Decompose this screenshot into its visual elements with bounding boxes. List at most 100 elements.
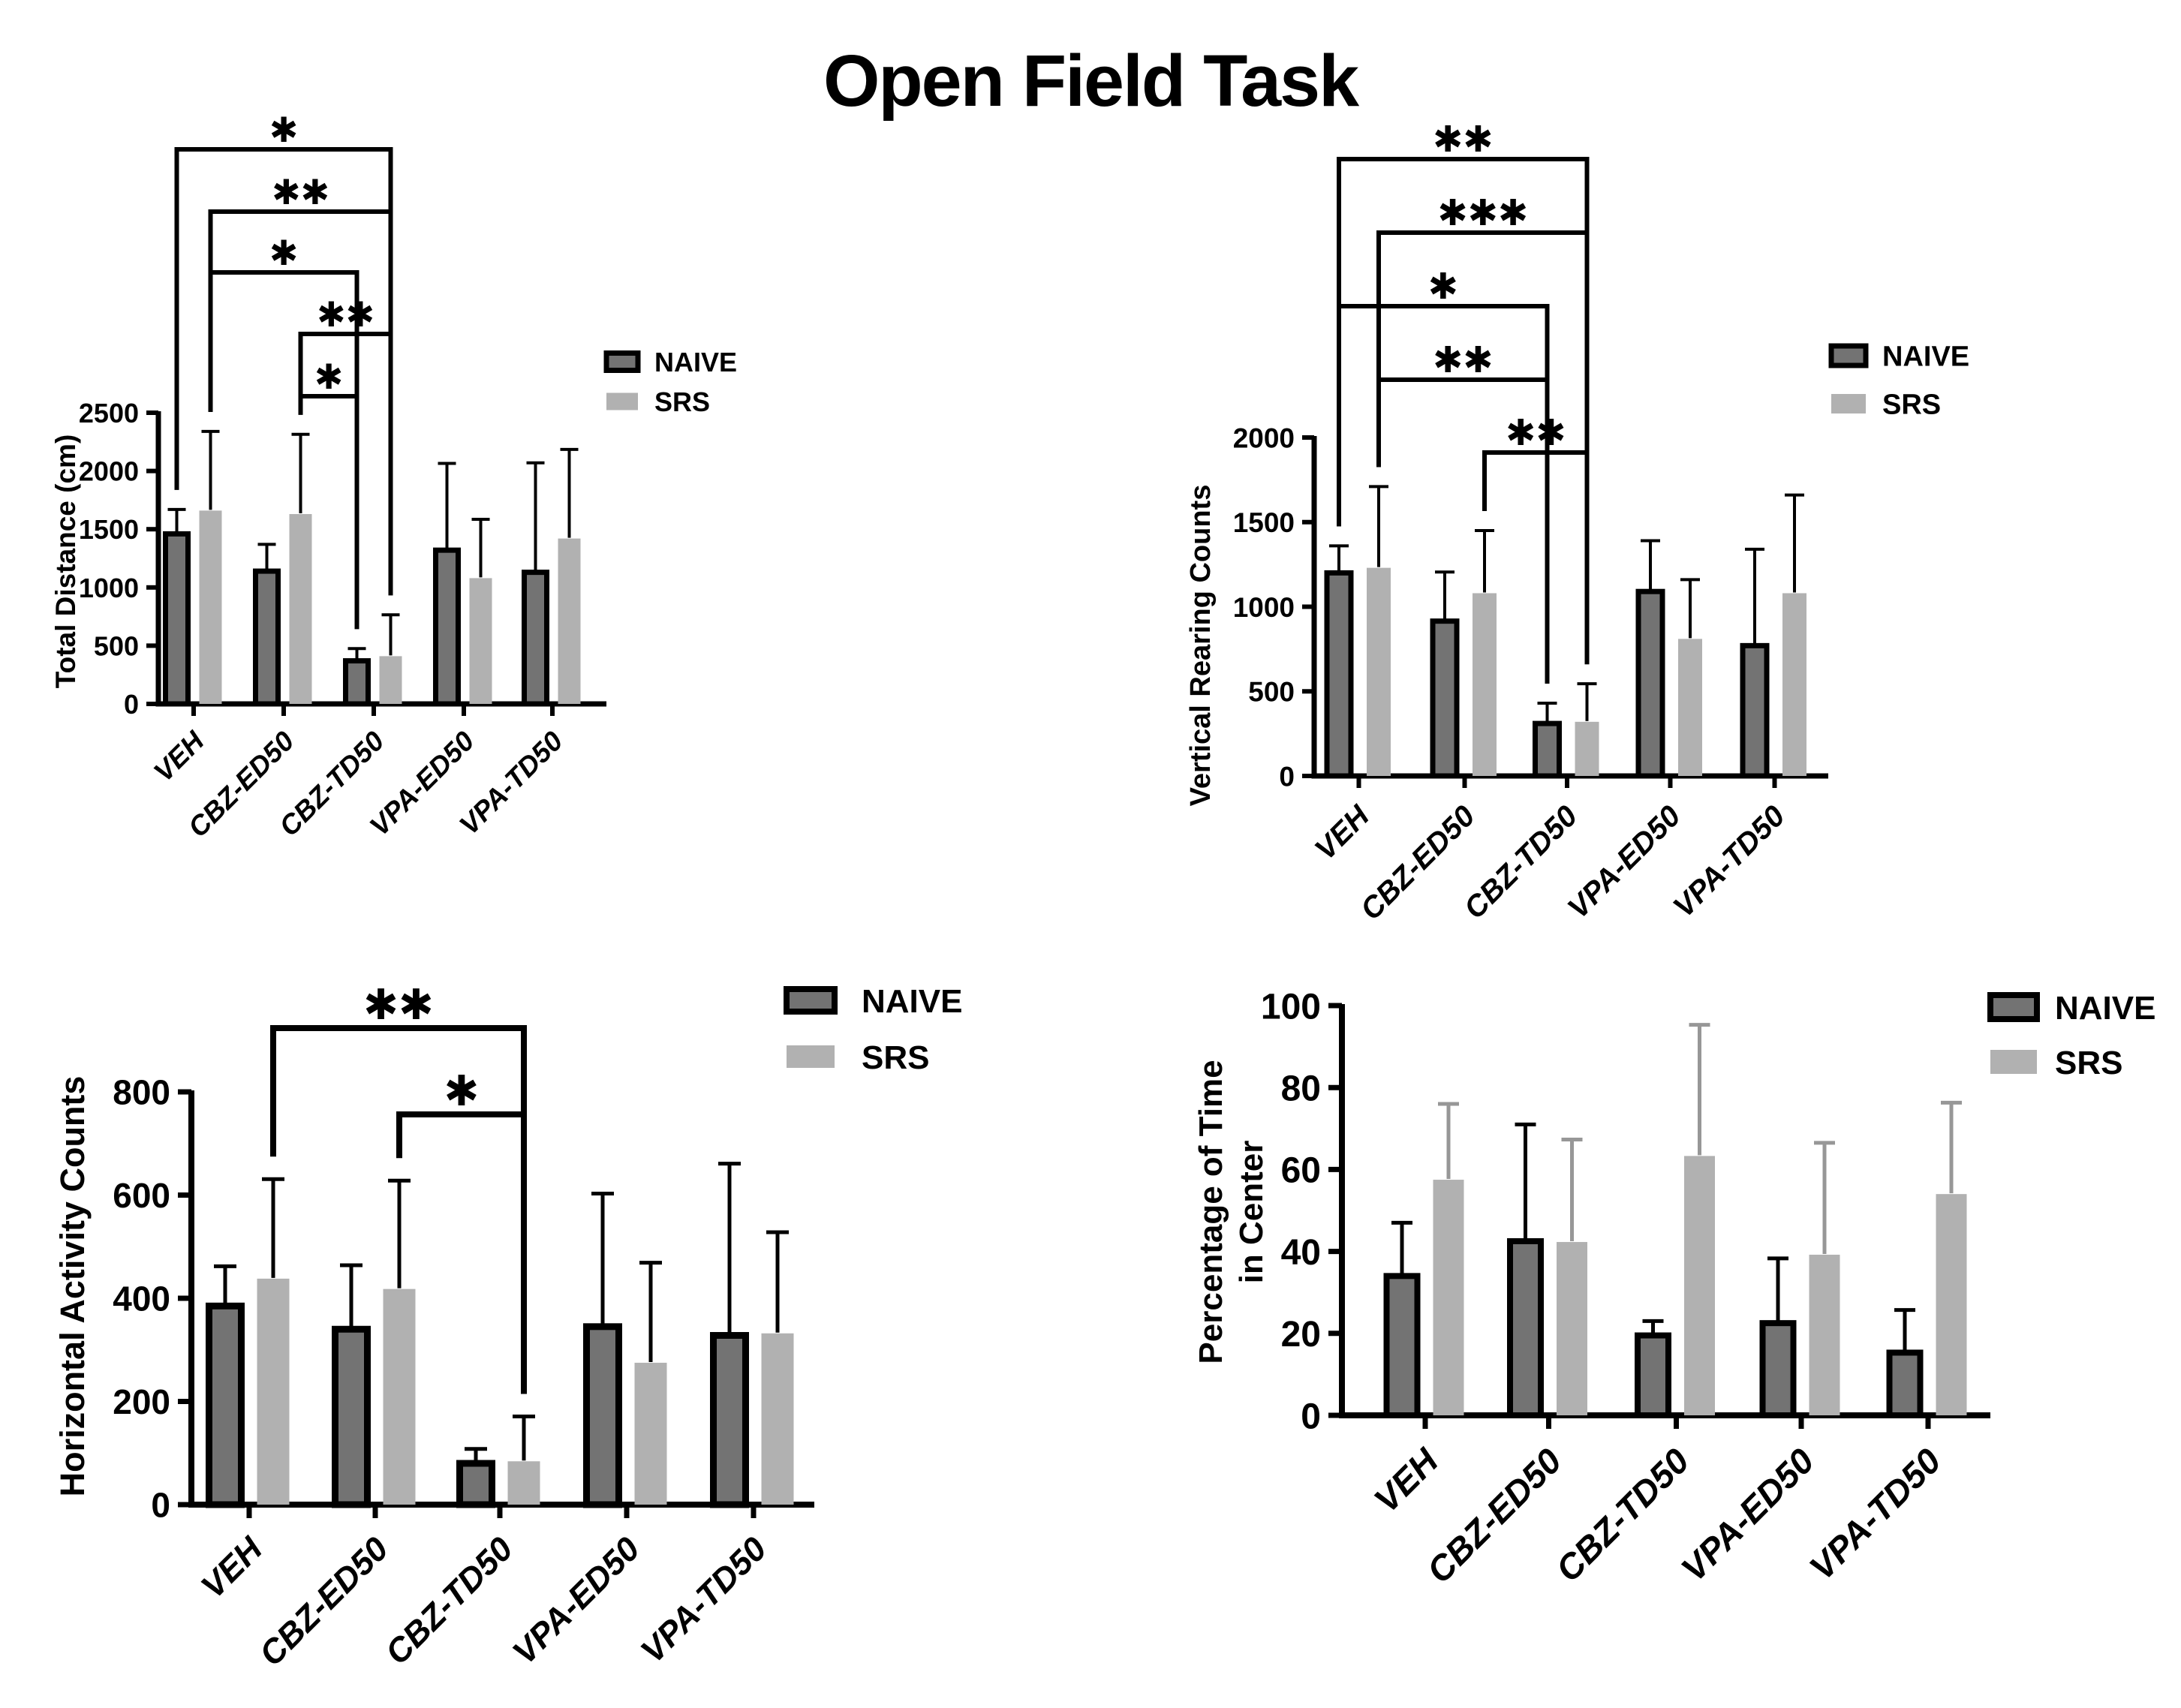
y-axis-label-line: in Center — [1233, 1141, 1270, 1284]
bar-CBZ-ED50-SRS — [1473, 593, 1497, 776]
legend-swatch-naive — [1828, 343, 1869, 368]
bar-VPA-TD50-NAIVE — [1886, 1349, 1924, 1419]
significance-bracket — [1376, 377, 1550, 684]
bar-VEH-SRS — [1433, 1180, 1464, 1415]
x-tick-label-CBZ-TD50: CBZ-TD50 — [1548, 1441, 1696, 1589]
bar-VPA-TD50-SRS — [761, 1333, 794, 1505]
panel-total-distance: 05001000150020002500VEHCBZ-ED50CBZ-TD50V… — [50, 110, 737, 843]
legend-swatch-naive — [1987, 992, 2040, 1022]
legend-swatch-naive — [784, 986, 838, 1015]
bar-VPA-TD50-NAIVE — [710, 1332, 749, 1508]
significance-bracket — [396, 1111, 527, 1394]
legend-label-srs: SRS — [2055, 1045, 2122, 1081]
y-tick-label: 1000 — [79, 573, 139, 603]
bar-VPA-TD50-NAIVE — [1740, 642, 1770, 779]
y-tick-label: 0 — [124, 689, 139, 720]
significance-label: ✱✱ — [317, 295, 375, 334]
bar-VPA-TD50-SRS — [558, 538, 581, 704]
y-tick-label: 1500 — [1233, 507, 1295, 538]
y-tick-label: 800 — [113, 1073, 170, 1112]
y-tick-label: 400 — [113, 1279, 170, 1319]
bar-VPA-ED50-NAIVE — [1759, 1320, 1797, 1419]
y-tick-label: 40 — [1281, 1233, 1321, 1273]
legend-swatch-srs — [1831, 394, 1866, 413]
bar-VPA-TD50-NAIVE — [522, 570, 549, 707]
legend-swatch-srs — [787, 1045, 835, 1068]
bar-VPA-TD50-SRS — [1936, 1194, 1967, 1415]
legend-label-srs: SRS — [862, 1039, 929, 1076]
legend-label-srs: SRS — [654, 386, 710, 417]
legend-label-naive: NAIVE — [2055, 990, 2155, 1027]
bar-VEH-SRS — [199, 510, 222, 704]
x-tick-label-VPA-TD50: VPA-TD50 — [1667, 799, 1791, 924]
y-axis-label-line: Horizontal Activity Counts — [53, 1076, 92, 1497]
bar-VPA-ED50-NAIVE — [1635, 588, 1665, 779]
y-tick-label: 600 — [113, 1176, 170, 1215]
bar-CBZ-TD50-NAIVE — [456, 1460, 495, 1508]
significance-bracket — [298, 332, 393, 596]
y-axis-label-line: Total Distance (cm) — [50, 435, 81, 689]
legend-swatch-srs — [1990, 1050, 2037, 1074]
bar-VPA-ED50-NAIVE — [583, 1323, 622, 1508]
x-tick-label-VPA-TD50: VPA-TD50 — [1801, 1441, 1948, 1588]
bar-VPA-ED50-SRS — [1809, 1254, 1840, 1415]
y-tick-label: 0 — [151, 1486, 170, 1525]
y-tick-label: 200 — [113, 1382, 170, 1421]
bar-CBZ-TD50-SRS — [379, 656, 402, 704]
legend-swatch-naive — [603, 350, 641, 373]
bar-CBZ-TD50-NAIVE — [1533, 720, 1562, 779]
bar-VEH-NAIVE — [163, 531, 191, 707]
significance-label: ✱ — [444, 1067, 480, 1114]
bar-VEH-NAIVE — [206, 1302, 245, 1508]
bar-CBZ-TD50-SRS — [507, 1461, 540, 1505]
significance-label: ✱✱ — [1506, 413, 1566, 453]
bar-VPA-ED50-SRS — [469, 578, 492, 704]
y-tick-label: 20 — [1281, 1315, 1321, 1355]
y-tick-label: 0 — [1301, 1397, 1321, 1436]
y-axis-label-line: Vertical Rearing Counts — [1185, 485, 1217, 807]
significance-label: ✱ — [269, 233, 299, 272]
bar-CBZ-ED50-NAIVE — [332, 1325, 371, 1508]
legend-label-naive: NAIVE — [654, 347, 737, 377]
significance-label: ✱✱✱ — [1437, 194, 1528, 233]
y-tick-label: 500 — [94, 630, 139, 661]
figure-title: Open Field Task — [823, 40, 1359, 122]
bar-CBZ-ED50-SRS — [383, 1289, 416, 1505]
significance-label: ✱ — [314, 357, 344, 396]
x-tick-label-VEH: VEH — [194, 1529, 271, 1606]
significance-label: ✱ — [269, 110, 299, 149]
y-tick-label: 100 — [1261, 987, 1321, 1027]
bar-CBZ-ED50-SRS — [289, 514, 312, 704]
y-tick-label: 2000 — [1233, 422, 1295, 453]
bar-VEH-NAIVE — [1383, 1273, 1421, 1418]
panel-horizontal-activity: 0 200 400 600 800 VEHCBZ-ED50CBZ-TD50VPA-ED50… — [53, 981, 962, 1673]
x-tick-label-VPA-ED50: VPA-ED50 — [1674, 1441, 1822, 1589]
panel-vertical-rearing: 0500100015002000VEHCBZ-ED50CBZ-TD50VPA-E… — [1185, 120, 1969, 927]
bar-CBZ-ED50-NAIVE — [253, 568, 281, 707]
significance-label: ✱✱ — [363, 981, 434, 1028]
y-tick-label: 80 — [1281, 1069, 1321, 1108]
y-tick-label: 0 — [1279, 761, 1295, 792]
bar-VEH-SRS — [1367, 567, 1391, 776]
significance-bracket — [1376, 230, 1590, 665]
legend-label-naive: NAIVE — [862, 983, 962, 1020]
bar-CBZ-ED50-SRS — [1557, 1242, 1587, 1415]
y-tick-label: 1000 — [1233, 592, 1295, 623]
bar-CBZ-TD50-SRS — [1684, 1156, 1715, 1415]
x-tick-label-VPA-ED50: VPA-ED50 — [1562, 799, 1687, 925]
y-tick-label: 1500 — [79, 514, 139, 545]
bar-CBZ-ED50-NAIVE — [1507, 1237, 1544, 1418]
bar-CBZ-TD50-NAIVE — [343, 658, 371, 707]
x-tick-label-VPA-TD50: VPA-TD50 — [633, 1529, 775, 1670]
bar-VEH-NAIVE — [1324, 570, 1354, 779]
bar-VPA-ED50-NAIVE — [433, 547, 461, 707]
bar-VPA-ED50-SRS — [634, 1362, 667, 1505]
significance-label: ✱✱ — [1433, 341, 1493, 380]
y-tick-label: 2000 — [79, 456, 139, 487]
legend-label-naive: NAIVE — [1882, 341, 1969, 373]
x-tick-label-VEH: VEH — [148, 725, 211, 788]
significance-label: ✱✱ — [272, 173, 329, 212]
y-tick-label: 2500 — [79, 398, 139, 429]
bar-CBZ-ED50-NAIVE — [1430, 618, 1460, 779]
